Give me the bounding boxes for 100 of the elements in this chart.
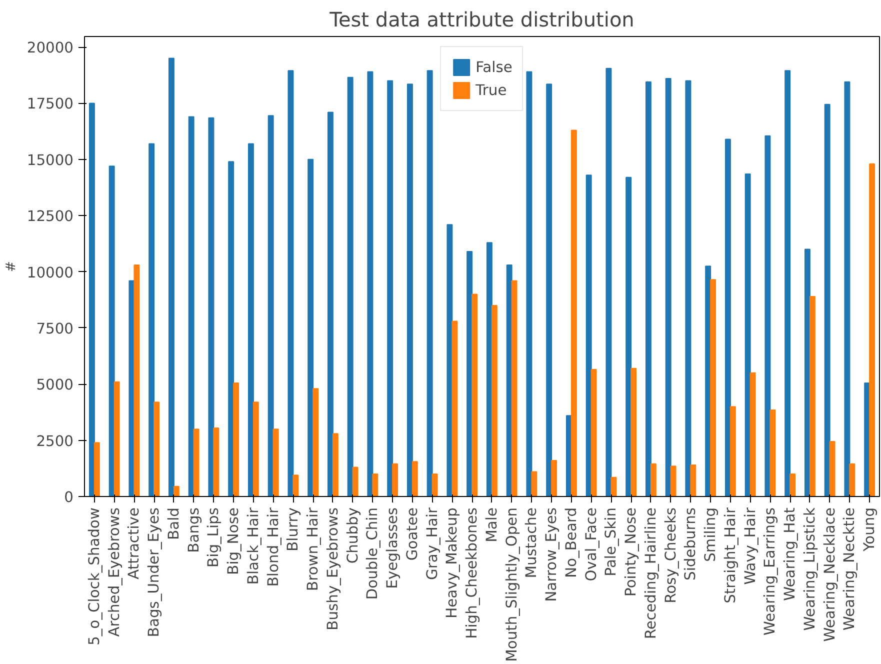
bar: [352, 466, 358, 496]
bar: [670, 466, 676, 496]
bar: [570, 130, 577, 496]
bar: [764, 135, 771, 496]
x-tick-label: Smiling: [702, 508, 720, 562]
x-tick-label: Pointy_Nose: [622, 507, 640, 596]
bar: [94, 442, 100, 496]
bar: [173, 486, 180, 496]
bar: [168, 58, 174, 496]
bar: [630, 368, 637, 496]
bar: [188, 116, 194, 496]
x-tick-label: Bags_Under_Eyes: [146, 507, 163, 638]
bar: [387, 80, 394, 496]
bar: [372, 474, 378, 496]
bar: [710, 279, 716, 496]
bar: [626, 176, 632, 496]
bar: [770, 409, 776, 496]
x-tick-label: Mustache: [523, 507, 540, 578]
bar: [730, 406, 736, 496]
x-tick-label: Sideburns: [682, 507, 700, 580]
bar: [412, 461, 418, 496]
bar: [108, 166, 115, 496]
bar: [327, 112, 334, 496]
bar: [432, 474, 438, 496]
x-tick-label: Wearing_Hat: [782, 507, 799, 601]
legend-label: False: [476, 58, 512, 76]
bar: [869, 163, 876, 496]
x-tick-label: Arched_Eyebrows: [106, 507, 123, 637]
bar: [452, 320, 458, 496]
y-tick-label: 20000: [26, 40, 74, 57]
x-tick-label: Receding_Hairline: [642, 507, 660, 639]
bar: [208, 117, 214, 496]
bar: [272, 428, 279, 496]
bar: [606, 68, 612, 496]
x-tick-label: Heavy_Makeup: [444, 507, 461, 618]
x-tick-label: Bald: [165, 507, 182, 540]
bar: [849, 463, 856, 496]
x-tick-label: Bangs: [185, 508, 202, 553]
bar: [665, 78, 672, 496]
y-tick-label: 10000: [26, 264, 74, 282]
x-tick-label: Wearing_Lipstick: [801, 506, 818, 631]
bar: [392, 463, 398, 496]
bar: [248, 143, 254, 496]
y-tick-label: 17500: [26, 96, 74, 113]
bar: [406, 84, 413, 496]
y-tick-label: 5000: [36, 376, 74, 394]
bar: [790, 474, 796, 496]
bar: [367, 71, 374, 496]
bar: [744, 174, 751, 496]
bar: [308, 158, 314, 496]
bar: [347, 76, 354, 496]
x-tick-label: Black_Hair: [244, 506, 262, 585]
chart-title: Test data attribute distribution: [328, 8, 634, 32]
x-tick-label: Pale_Skin: [602, 507, 620, 576]
x-tick-label: Mouth_Slightly_Open: [503, 507, 520, 662]
x-tick-label: Straight_Hair: [722, 506, 739, 604]
x-tick-label: Eyeglasses: [384, 508, 402, 589]
x-tick-label: Bushy_Eyebrows: [324, 507, 342, 630]
y-tick-label: 2500: [36, 432, 74, 450]
bar: [88, 102, 95, 496]
bar: [233, 382, 240, 496]
bar: [292, 474, 299, 496]
bar: [531, 471, 538, 496]
bar: [114, 381, 120, 496]
x-tick-label: Big_Lips: [205, 507, 222, 568]
bar: [750, 372, 756, 496]
y-tick-label: 12500: [26, 208, 74, 226]
x-tick-label: No_Beard: [562, 507, 580, 578]
bar: [546, 84, 552, 496]
bar: [134, 264, 140, 496]
bar: [426, 70, 433, 496]
x-tick-label: 5_o_Clock_Shadow: [86, 507, 103, 646]
x-tick-label: Brown_Hair: [304, 506, 322, 591]
bar: [268, 115, 274, 496]
x-tick-label: Rosy_Cheeks: [662, 507, 680, 604]
x-tick-label: Gray_Hair: [424, 506, 441, 580]
bar: [645, 81, 652, 496]
bar: [491, 304, 498, 496]
bar: [312, 388, 319, 496]
bar: [252, 402, 259, 496]
bar: [154, 402, 160, 496]
bar: [809, 296, 816, 496]
x-tick-label: Male: [483, 507, 500, 542]
bar: [446, 224, 453, 496]
bar: [148, 143, 155, 496]
bar: [511, 280, 518, 496]
y-tick-label: 0: [64, 489, 74, 506]
x-tick-label: Blond_Hair: [264, 506, 282, 587]
bar: [784, 70, 791, 496]
x-tick-label: Young: [861, 507, 878, 552]
x-tick-label: Goatee: [404, 507, 421, 561]
x-tick-label: Double_Chin: [364, 507, 382, 600]
x-tick-label: Big_Nose: [225, 508, 242, 575]
bar: [526, 71, 532, 496]
bar: [586, 174, 592, 496]
bar: [288, 70, 294, 496]
bar: [610, 476, 617, 496]
x-tick-label: Wearing_Necklace: [821, 507, 838, 642]
x-tick-label: Narrow_Eyes: [543, 507, 560, 602]
x-tick-label: Wavy_Hair: [742, 506, 759, 585]
